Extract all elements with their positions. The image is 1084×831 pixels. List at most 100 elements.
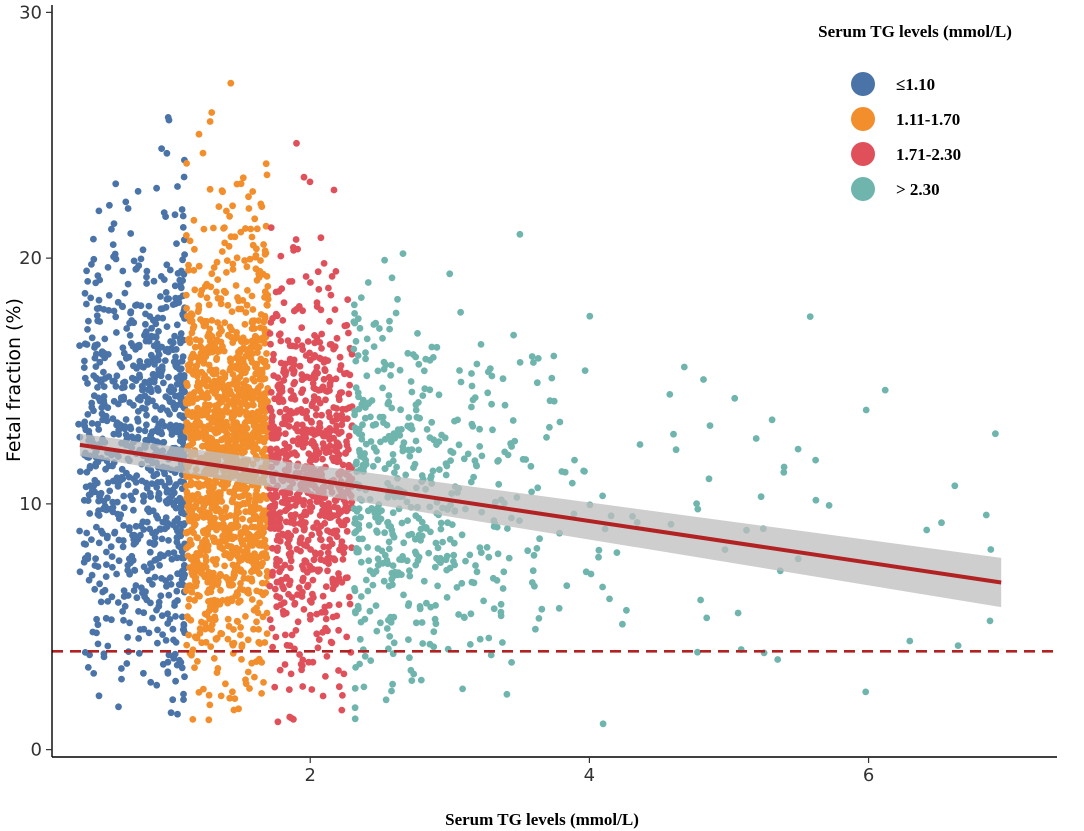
data-point [192, 336, 200, 343]
data-point [294, 336, 301, 344]
data-point [249, 430, 256, 438]
data-point [124, 481, 132, 489]
data-point [335, 626, 342, 634]
data-point [279, 607, 287, 615]
data-point [221, 389, 229, 397]
data-point [387, 361, 395, 369]
data-point [364, 587, 372, 595]
data-point [184, 495, 192, 503]
data-point [238, 425, 246, 433]
data-point [354, 602, 362, 610]
data-point [284, 412, 291, 420]
data-point [326, 413, 333, 421]
data-point [556, 418, 564, 426]
data-point [109, 241, 117, 249]
data-point [505, 554, 513, 562]
data-point [202, 432, 210, 440]
data-point [138, 477, 146, 485]
data-point [404, 517, 411, 524]
data-point [406, 654, 413, 662]
data-point [221, 239, 229, 247]
data-point [381, 465, 389, 473]
data-point [183, 304, 191, 312]
data-point [434, 582, 441, 590]
data-point [351, 684, 359, 692]
data-point [333, 405, 341, 412]
data-point [273, 453, 280, 461]
data-point [121, 602, 129, 610]
data-point [185, 631, 193, 639]
data-point [170, 489, 178, 497]
data-point [272, 310, 280, 318]
data-point [251, 673, 258, 681]
data-point [170, 402, 178, 410]
data-point [173, 380, 181, 388]
data-point [90, 235, 97, 243]
data-point [306, 349, 313, 357]
data-point [242, 613, 249, 620]
data-point [195, 305, 203, 313]
data-point [118, 675, 125, 683]
data-point [159, 631, 167, 638]
data-point [140, 493, 148, 501]
data-point [210, 655, 218, 662]
data-point [317, 522, 325, 530]
data-point [221, 319, 229, 326]
data-point [142, 320, 149, 328]
data-point [320, 375, 328, 383]
data-point [106, 201, 113, 209]
data-point [155, 351, 163, 358]
data-point [102, 573, 110, 580]
data-point [361, 414, 369, 422]
data-point [418, 518, 426, 526]
data-point [319, 501, 326, 508]
x-axis-title: Serum TG levels (mmol/L) [445, 810, 639, 829]
data-point [191, 504, 199, 511]
data-point [155, 489, 163, 497]
data-point [138, 382, 146, 390]
data-point [410, 464, 417, 471]
data-point [119, 543, 127, 551]
data-point [533, 545, 541, 552]
data-point [248, 659, 256, 667]
data-point [398, 519, 406, 527]
data-point [252, 363, 259, 371]
data-point [213, 258, 221, 266]
data-point [270, 350, 277, 358]
data-point [538, 605, 546, 613]
data-point [229, 434, 237, 442]
data-point [242, 309, 250, 316]
axes [51, 5, 1057, 758]
data-point [308, 531, 316, 539]
data-point [96, 490, 103, 498]
data-point [95, 207, 103, 215]
data-point [149, 316, 157, 324]
data-point [271, 683, 279, 691]
data-point [98, 410, 106, 418]
data-point [210, 264, 218, 271]
data-point [253, 604, 260, 612]
data-point [159, 518, 167, 526]
data-point [251, 325, 258, 332]
data-point [157, 293, 164, 300]
data-point [134, 415, 141, 423]
data-point [234, 353, 242, 360]
x-tick-label: 6 [863, 765, 874, 786]
data-point [237, 580, 244, 587]
data-point [289, 437, 297, 445]
data-point [357, 558, 365, 566]
data-point [330, 457, 338, 465]
data-point [257, 257, 264, 264]
data-point [216, 495, 224, 503]
data-point [230, 639, 238, 647]
data-point [126, 332, 134, 339]
data-point [294, 440, 302, 448]
data-point [277, 252, 285, 260]
data-point [122, 198, 130, 206]
data-point [548, 374, 556, 382]
data-point [219, 515, 227, 523]
data-point [80, 364, 88, 371]
data-point [120, 349, 128, 357]
data-point [297, 406, 305, 413]
data-point [190, 423, 198, 430]
